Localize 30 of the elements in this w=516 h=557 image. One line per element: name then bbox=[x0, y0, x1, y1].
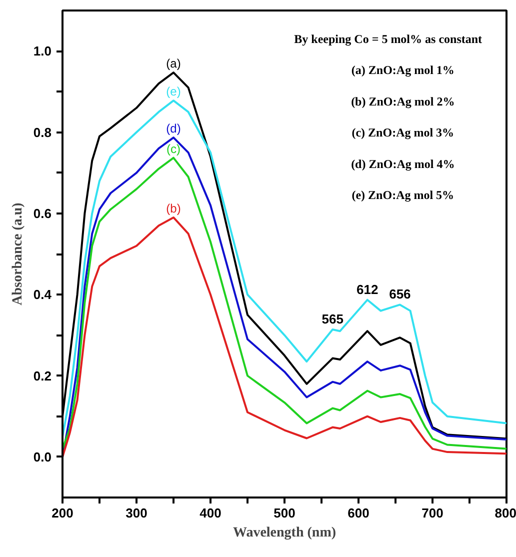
series-label: (c) bbox=[166, 142, 181, 156]
annotation: (c) ZnO:Ag mol 3% bbox=[352, 126, 454, 140]
x-axis-title: Wavelength (nm) bbox=[232, 526, 336, 540]
y-tick-label: 0.2 bbox=[33, 368, 52, 384]
y-tick-label: 0.4 bbox=[33, 287, 52, 302]
y-tick-label: 1.0 bbox=[33, 44, 52, 59]
x-tick-label: 700 bbox=[422, 506, 444, 520]
x-tick-label: 300 bbox=[126, 506, 148, 520]
series-label: (a) bbox=[166, 56, 181, 71]
annotation: 612 bbox=[356, 282, 378, 297]
series-label: (d) bbox=[166, 122, 181, 136]
y-axis-title: Absorbance (a.u) bbox=[10, 202, 26, 306]
x-tick-label: 800 bbox=[494, 506, 516, 520]
y-tick-label: 0.6 bbox=[33, 206, 52, 221]
x-tick-label: 400 bbox=[200, 506, 222, 520]
y-tick-label: 0.0 bbox=[33, 449, 52, 464]
y-tick-label: 0.8 bbox=[33, 124, 52, 140]
annotation: By keeping Co = 5 mol% as constant bbox=[294, 32, 482, 46]
annotation: 565 bbox=[322, 311, 344, 326]
x-tick-label: 500 bbox=[274, 506, 296, 520]
x-tick-label: 600 bbox=[348, 506, 370, 520]
line-series bbox=[62, 216, 506, 458]
x-tick-label: 200 bbox=[52, 506, 74, 520]
series-label: (e) bbox=[166, 84, 181, 99]
annotation: (d) ZnO:Ag mol 4% bbox=[351, 156, 455, 171]
series-label: (b) bbox=[166, 201, 181, 216]
annotation: 656 bbox=[389, 286, 411, 302]
annotation: (b) ZnO:Ag mol 2% bbox=[351, 94, 455, 108]
annotation: (e) ZnO:Ag mol 5% bbox=[352, 188, 454, 202]
annotation: (a) ZnO:Ag mol 1% bbox=[351, 63, 454, 78]
